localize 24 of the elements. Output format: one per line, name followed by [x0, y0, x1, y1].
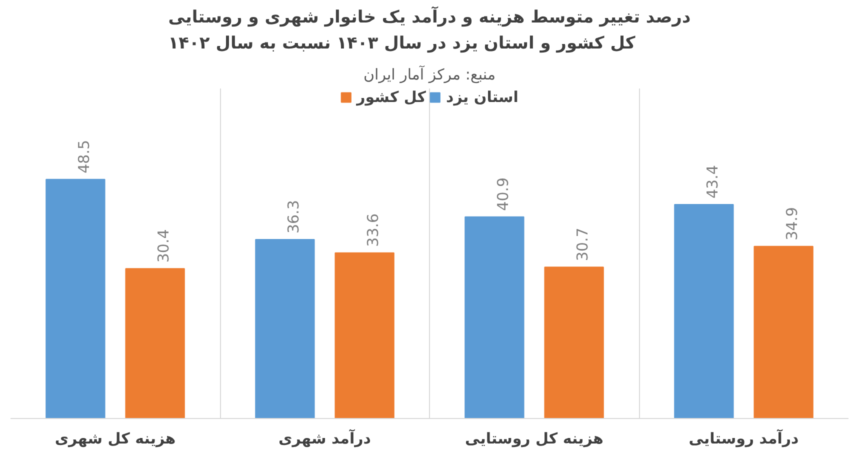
- data-label: 48.5: [74, 140, 93, 174]
- bar: [46, 178, 106, 418]
- bar: [464, 216, 524, 418]
- data-label: 33.6: [364, 213, 382, 247]
- bar: [754, 246, 814, 418]
- legend-label: کل کشور: [356, 88, 426, 106]
- chart-subtitle: منبع: مرکز آمار ایران: [364, 64, 496, 84]
- x-tick-label: هزینه کل شهری: [54, 430, 176, 448]
- bar: [544, 266, 604, 418]
- x-tick-label: هزینه کل روستایی: [465, 430, 604, 448]
- data-label: 30.7: [574, 228, 592, 262]
- bar: [334, 252, 394, 418]
- bar: [674, 204, 734, 418]
- bar: [255, 239, 315, 418]
- bar: [125, 268, 185, 418]
- x-tick-label: درآمد شهری: [278, 428, 372, 448]
- legend-label: استان یزد: [446, 88, 518, 106]
- x-tick-label: درآمد روستایی: [688, 428, 800, 448]
- data-label: 36.3: [284, 200, 302, 234]
- data-label: 43.4: [703, 165, 722, 199]
- chart-title: درصد تغییر متوسط هزینه و درآمد یک خانوار شهری و روستایی کل کشور و استان یزد در سال ۱۴۰۳ نسبت به سال ۱۴۰۲: [168, 6, 691, 54]
- data-label: 40.9: [494, 177, 512, 211]
- data-label: 30.4: [154, 229, 173, 263]
- data-label: 34.9: [783, 207, 802, 240]
